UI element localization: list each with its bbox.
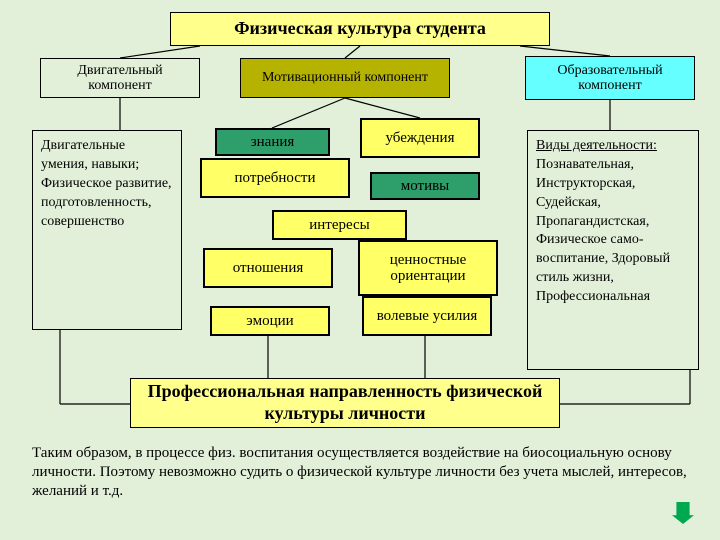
node-beliefs: убеждения: [360, 118, 480, 158]
main-title: Физическая культура студента: [170, 12, 550, 46]
left-panel: Двигательные умения, навыки; Физическое …: [32, 130, 182, 330]
node-values: ценностные ориентации: [358, 240, 498, 296]
left-panel-text: Двигательные умения, навыки; Физическое …: [41, 137, 173, 231]
node-relations: отношения: [203, 248, 333, 288]
right-panel-heading: Виды деятельности:: [536, 138, 657, 153]
component-motor: Двигательный компонент: [40, 58, 200, 98]
node-motives: мотивы: [370, 172, 480, 200]
node-needs: потребности: [200, 158, 350, 198]
node-will: волевые усилия: [362, 296, 492, 336]
node-emotions: эмоции: [210, 306, 330, 336]
bottom-box: Профессиональная направленность физическ…: [130, 378, 560, 428]
right-panel: Виды деятельности: Познавательная, Инстр…: [527, 130, 699, 370]
summary-text: Таким образом, в процессе физ. воспитани…: [20, 444, 700, 500]
component-edu: Образовательный компонент: [525, 56, 695, 100]
node-interests: интересы: [272, 210, 407, 240]
nav-arrow-icon[interactable]: [672, 502, 694, 524]
right-panel-text: Познавательная, Инструкторская, Судейска…: [536, 157, 670, 304]
diagram-canvas: Физическая культура студента Двигательны…: [0, 0, 720, 540]
node-knowledge: знания: [215, 128, 330, 156]
component-motiv: Мотивационный компонент: [240, 58, 450, 98]
